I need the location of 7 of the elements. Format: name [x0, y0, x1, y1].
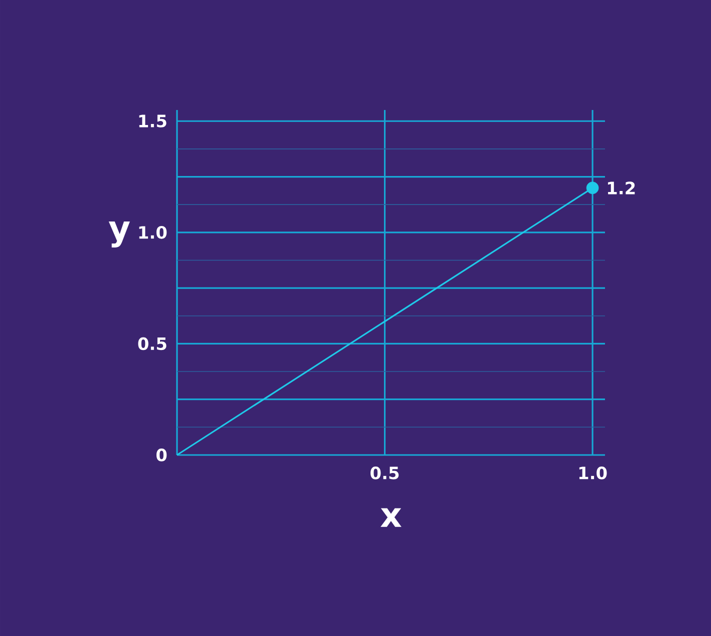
y-tick-label: 0	[156, 448, 167, 462]
y-axis-title: y	[108, 222, 130, 248]
y-tick-label: 1.0	[139, 226, 167, 239]
data-label: 1.2	[608, 182, 635, 194]
x-axis-title: x	[380, 508, 402, 527]
y-tick-label: 1.5	[139, 114, 166, 128]
y-tick-label: 0.5	[138, 337, 166, 350]
